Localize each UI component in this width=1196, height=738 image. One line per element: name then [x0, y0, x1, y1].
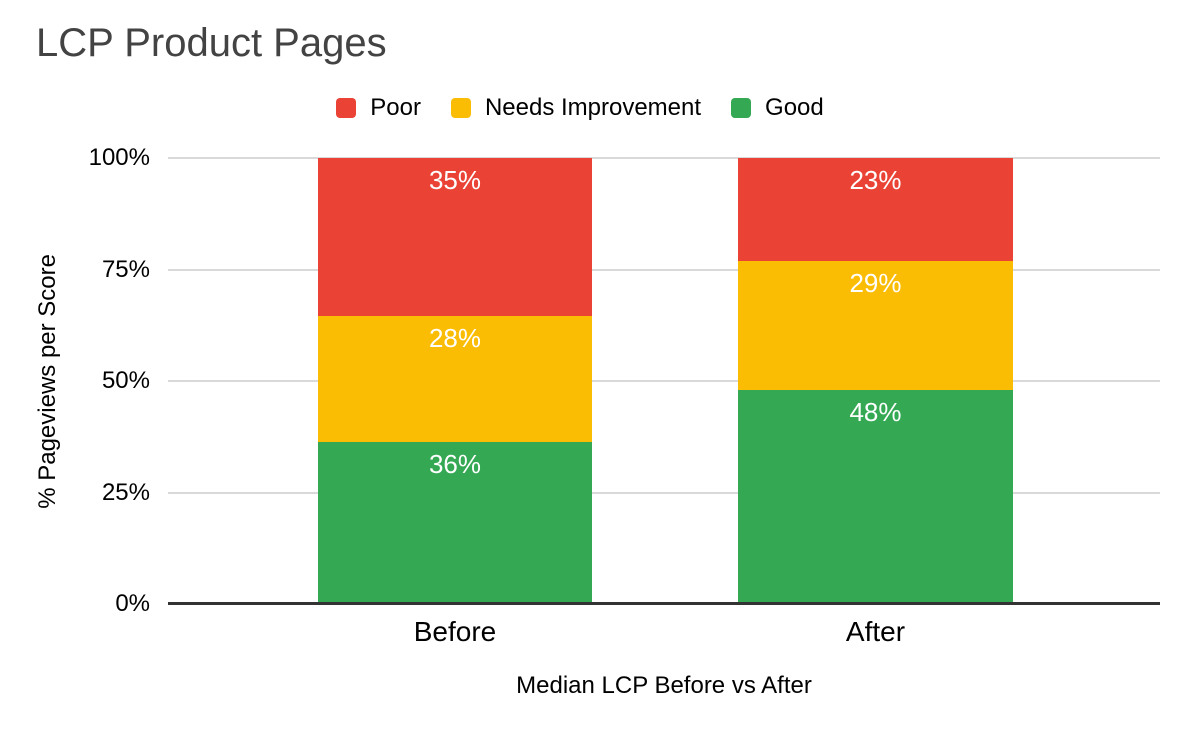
bar-before: 35% 28% 36% Before — [318, 158, 592, 647]
segment-after-poor: 23% — [738, 158, 1013, 261]
segment-before-needs-improvement: 28% — [318, 315, 592, 442]
gridline-25- — [168, 491, 1160, 494]
segment-before-good: 36% — [318, 441, 592, 604]
bar-after: 23% 29% 48% After — [738, 158, 1013, 647]
chart-title: LCP Product Pages — [36, 21, 387, 65]
legend-swatch-poor-icon — [336, 98, 357, 118]
y-tick-label-50-: 50% — [101, 367, 150, 394]
segment-value-after-poor: 23% — [849, 165, 902, 195]
legend: Poor Needs Improvement Good — [0, 94, 1160, 122]
x-axis-baseline — [168, 602, 1160, 605]
y-axis-title-text: % Pageviews per Score — [34, 253, 61, 509]
legend-swatch-needs-improvement-icon — [450, 98, 471, 118]
x-axis-title: Median LCP Before vs After — [516, 672, 812, 699]
segment-value-before-good: 36% — [428, 448, 482, 479]
y-axis-title: % Pageviews per Score — [28, 158, 68, 604]
y-tick-label-100-: 100% — [88, 144, 150, 171]
y-tick-label-25-: 25% — [101, 478, 150, 506]
y-tick-label-0-: 0% — [115, 590, 150, 617]
gridline-100- — [168, 157, 1160, 159]
legend-swatch-good-icon — [731, 98, 752, 118]
segment-after-needs-improvement: 29% — [738, 260, 1013, 390]
y-tick-label-75-: 75% — [101, 255, 150, 283]
x-category-label-before: Before — [413, 616, 497, 647]
segment-value-after-needs-improvement: 29% — [849, 267, 902, 298]
gridline-50- — [168, 380, 1160, 382]
legend-item-poor: Poor — [336, 94, 421, 122]
plot-area: 35% 28% 36% Before 23% 29% 48% After — [168, 157, 1160, 647]
x-category-label-after: After — [845, 616, 906, 647]
legend-label-poor: Poor — [370, 94, 421, 121]
segment-value-before-needs-improvement: 28% — [428, 322, 482, 353]
legend-label-good: Good — [765, 94, 824, 121]
segment-before-poor: 35% — [318, 158, 592, 316]
legend-label-needs-improvement: Needs Improvement — [484, 94, 702, 121]
legend-item-needs-improvement: Needs Improvement — [450, 94, 702, 122]
legend-item-good: Good — [731, 94, 824, 122]
segment-after-good: 48% — [738, 389, 1013, 604]
segment-value-after-good: 48% — [849, 396, 902, 427]
y-axis-ticks: 0% 25% 50% 75% 100% — [0, 144, 150, 617]
gridline-75- — [168, 268, 1160, 271]
segment-value-before-poor: 35% — [428, 165, 482, 195]
